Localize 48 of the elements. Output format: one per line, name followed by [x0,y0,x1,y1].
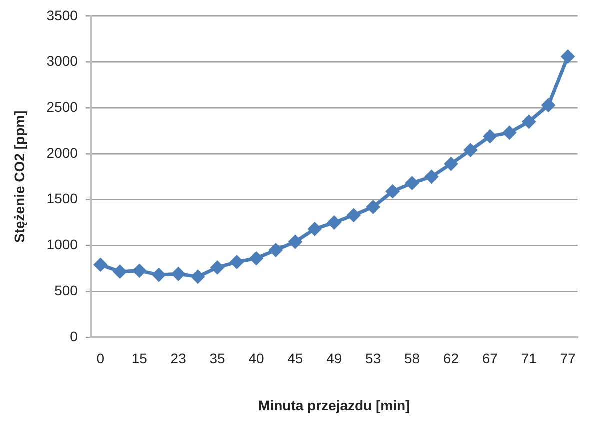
x-tick-label: 40 [248,350,264,367]
point [94,258,108,272]
point [386,184,400,199]
point [327,216,342,230]
y-tick-label: 1500 [46,190,78,207]
point [268,243,283,258]
x-tick-label: 53 [366,350,382,367]
y-tick-label: 1000 [46,236,78,253]
point [308,222,322,236]
x-tick-label: 15 [132,350,148,367]
y-tick-label: 3500 [46,7,78,24]
x-tick-label: 67 [482,350,498,367]
y-tick-label: 2000 [46,144,78,161]
x-tick-label: 35 [210,350,226,367]
x-axis-title: Minuta przejazdu [min] [258,397,410,414]
point [542,98,556,112]
point [424,170,439,184]
point [483,130,498,144]
y-axis-title: Stężenie CO2 [ppm] [11,110,28,244]
y-tick-label: 3000 [46,53,78,70]
point [522,114,536,129]
point [210,260,225,275]
point [464,143,478,158]
point [366,200,380,214]
y-tick-label: 500 [54,282,78,298]
point [288,235,302,250]
x-tick-label: 49 [326,350,342,367]
y-tick-label: 2500 [46,98,78,115]
point [191,270,206,284]
point [561,50,576,64]
point [113,264,128,279]
point [346,208,361,222]
x-tick-label: 71 [521,350,538,367]
point [249,252,264,266]
point [152,268,166,282]
point [172,267,186,282]
x-tick-label: 77 [560,350,576,367]
x-tick-label: 0 [96,350,105,367]
point [132,264,147,278]
point [230,255,244,270]
point [405,176,420,190]
point [444,157,458,172]
y-tick-label: 0 [70,328,78,344]
x-tick-label: 45 [288,350,304,367]
x-tick-label: 62 [443,350,460,367]
x-tick-label: 58 [404,350,420,367]
point [502,126,517,140]
x-tick-label: 23 [170,350,187,367]
